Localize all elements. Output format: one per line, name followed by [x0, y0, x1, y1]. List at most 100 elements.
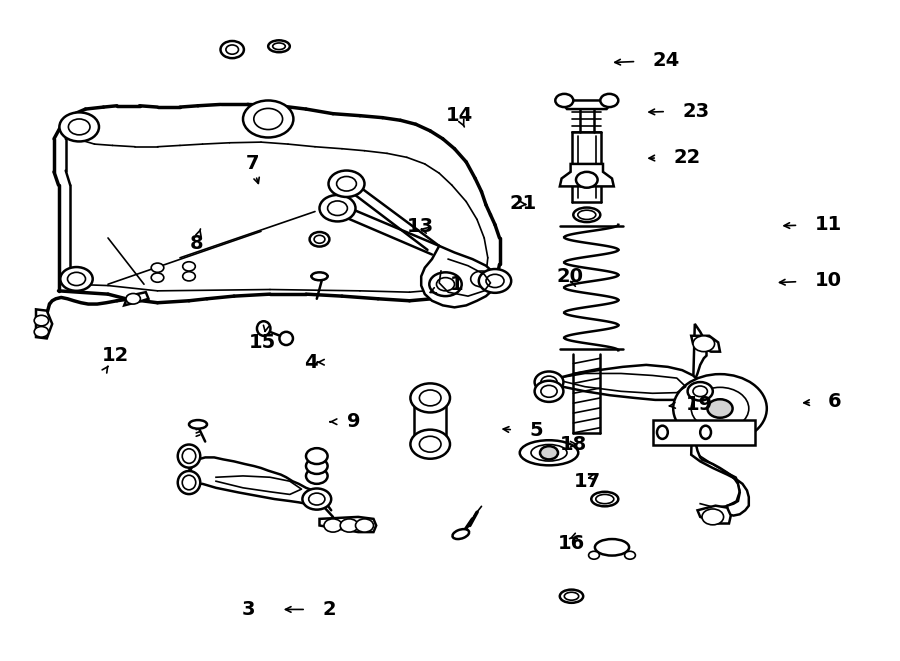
Polygon shape	[124, 292, 148, 305]
Circle shape	[541, 385, 557, 397]
Text: 6: 6	[828, 393, 842, 411]
Text: 20: 20	[556, 267, 583, 286]
Ellipse shape	[268, 40, 290, 52]
Circle shape	[337, 176, 356, 191]
Ellipse shape	[178, 444, 200, 468]
Circle shape	[693, 336, 715, 352]
Circle shape	[151, 263, 164, 272]
Circle shape	[60, 267, 93, 291]
Circle shape	[226, 45, 239, 54]
Circle shape	[183, 262, 195, 271]
Text: 13: 13	[407, 217, 434, 235]
Text: 2: 2	[322, 600, 336, 619]
Text: 10: 10	[814, 272, 842, 290]
Text: 23: 23	[682, 102, 709, 120]
Text: 14: 14	[446, 106, 472, 125]
Circle shape	[220, 41, 244, 58]
FancyBboxPatch shape	[652, 420, 755, 445]
Polygon shape	[421, 246, 497, 307]
Ellipse shape	[531, 444, 567, 461]
Polygon shape	[36, 309, 52, 338]
Text: 8: 8	[189, 234, 203, 253]
Polygon shape	[320, 517, 376, 532]
Text: 17: 17	[574, 472, 601, 490]
Circle shape	[471, 271, 492, 287]
Circle shape	[702, 509, 724, 525]
Text: 12: 12	[102, 346, 129, 365]
Ellipse shape	[189, 420, 207, 429]
Text: 4: 4	[304, 353, 318, 371]
Ellipse shape	[178, 471, 200, 494]
Circle shape	[320, 195, 356, 221]
Text: 7: 7	[245, 155, 259, 173]
Polygon shape	[560, 164, 614, 186]
Circle shape	[306, 458, 328, 474]
Circle shape	[693, 386, 707, 397]
Circle shape	[254, 108, 283, 130]
Circle shape	[126, 293, 140, 304]
Ellipse shape	[311, 272, 328, 280]
Ellipse shape	[564, 592, 579, 600]
Circle shape	[328, 171, 364, 197]
Polygon shape	[547, 365, 700, 400]
Ellipse shape	[279, 332, 293, 345]
Text: 16: 16	[558, 534, 585, 553]
Text: 19: 19	[686, 395, 713, 414]
Text: 3: 3	[241, 600, 255, 619]
Circle shape	[34, 327, 49, 337]
Circle shape	[302, 488, 331, 510]
Circle shape	[688, 382, 713, 401]
Circle shape	[419, 436, 441, 452]
Circle shape	[328, 201, 347, 215]
Circle shape	[541, 376, 557, 388]
Circle shape	[479, 269, 511, 293]
Circle shape	[673, 374, 767, 443]
Circle shape	[691, 387, 749, 430]
Circle shape	[486, 274, 504, 288]
Ellipse shape	[453, 529, 469, 539]
Polygon shape	[691, 324, 749, 516]
Circle shape	[356, 519, 373, 532]
Text: 22: 22	[673, 148, 700, 167]
Polygon shape	[564, 100, 609, 109]
Circle shape	[410, 383, 450, 412]
Circle shape	[68, 119, 90, 135]
Ellipse shape	[257, 321, 270, 336]
Ellipse shape	[182, 449, 196, 463]
Ellipse shape	[657, 426, 668, 439]
Circle shape	[340, 519, 358, 532]
Ellipse shape	[578, 210, 596, 219]
Circle shape	[183, 272, 195, 281]
Polygon shape	[698, 506, 731, 524]
Circle shape	[309, 493, 325, 505]
Ellipse shape	[573, 208, 600, 222]
Ellipse shape	[700, 426, 711, 439]
Ellipse shape	[589, 551, 599, 559]
Circle shape	[707, 399, 733, 418]
Circle shape	[306, 448, 328, 464]
Circle shape	[540, 446, 558, 459]
Ellipse shape	[596, 494, 614, 504]
Text: 1: 1	[450, 275, 464, 293]
Ellipse shape	[595, 539, 629, 555]
Circle shape	[34, 315, 49, 326]
Ellipse shape	[310, 232, 329, 247]
Circle shape	[600, 94, 618, 107]
Circle shape	[151, 273, 164, 282]
Ellipse shape	[625, 551, 635, 559]
Text: 9: 9	[346, 412, 360, 431]
Ellipse shape	[273, 43, 285, 50]
Circle shape	[429, 272, 462, 296]
Text: 24: 24	[652, 52, 680, 70]
Circle shape	[68, 272, 86, 286]
Ellipse shape	[182, 475, 196, 490]
Circle shape	[243, 100, 293, 137]
Polygon shape	[189, 457, 317, 504]
Circle shape	[410, 430, 450, 459]
Text: 18: 18	[560, 435, 587, 453]
Ellipse shape	[591, 492, 618, 506]
Circle shape	[324, 519, 342, 532]
Ellipse shape	[560, 590, 583, 603]
Circle shape	[419, 390, 441, 406]
Ellipse shape	[520, 440, 578, 465]
